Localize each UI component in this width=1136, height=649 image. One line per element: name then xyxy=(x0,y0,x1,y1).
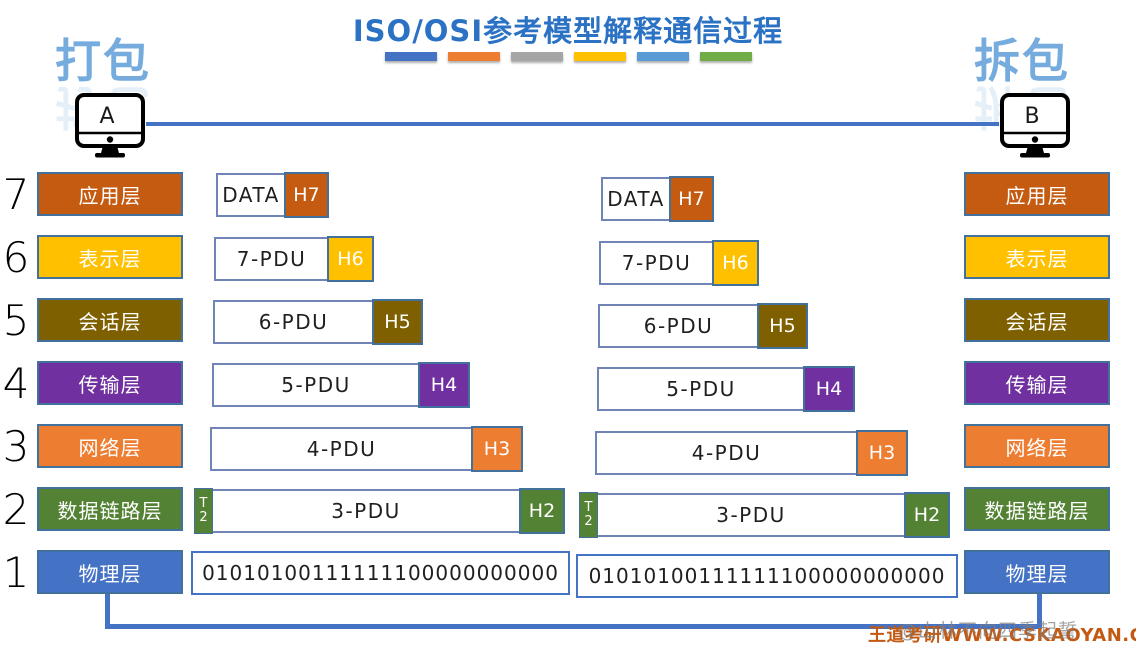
layer-number-2: 2 xyxy=(2,484,30,534)
pdu-right-4: 5-PDU H4 xyxy=(597,366,855,412)
pdu-payload: 5-PDU xyxy=(666,377,736,401)
monitor-icon xyxy=(1000,93,1070,158)
pdu-left-3: 4-PDU H3 xyxy=(210,426,523,472)
pdu-payload: 3-PDU xyxy=(331,499,401,523)
pdu-payload: DATA xyxy=(607,187,665,211)
host-b-label: B xyxy=(1024,104,1040,129)
pdu-header-h2: H2 xyxy=(519,488,565,534)
pdu-right-6: 7-PDU H6 xyxy=(599,240,759,286)
layer-left-application: 应用层 xyxy=(37,172,183,216)
layer-right-transport: 传输层 xyxy=(964,361,1110,405)
diagram-title: ISO/OSI参考模型解释通信过程 xyxy=(352,14,784,48)
layer-left-transport: 传输层 xyxy=(37,361,183,405)
pack-label: 打包 打包 xyxy=(55,38,151,134)
pdu-header-h6: H6 xyxy=(712,240,759,286)
layer-left-network: 网络层 xyxy=(37,424,183,468)
layer-right-network: 网络层 xyxy=(964,424,1110,468)
monitor-icon xyxy=(75,93,145,158)
accent-dash xyxy=(510,52,563,61)
pdu-header-h5: H5 xyxy=(757,303,808,349)
accent-dash xyxy=(447,52,500,61)
layer-left-session: 会话层 xyxy=(37,298,183,342)
watermark-overlay: @山林不向四季起誓 xyxy=(898,620,1079,642)
layer-right-session: 会话层 xyxy=(964,298,1110,342)
pdu-right-7: DATA H7 xyxy=(601,176,714,222)
pdu-payload: 6-PDU xyxy=(258,310,329,334)
pdu-left-4: 5-PDU H4 xyxy=(212,362,470,408)
layer-right-application: 应用层 xyxy=(964,172,1110,216)
layer-number-1: 1 xyxy=(2,547,30,597)
pdu-trailer-t2: T 2 xyxy=(194,488,213,534)
cable-right-drop xyxy=(1037,594,1042,629)
bitstream-text: 01010100111111100000000000 xyxy=(202,561,559,585)
pdu-payload: 4-PDU xyxy=(691,441,762,465)
layer-number-5: 5 xyxy=(2,295,30,345)
pdu-payload: 7-PDU xyxy=(236,247,307,271)
pdu-payload: 7-PDU xyxy=(621,251,692,275)
pdu-header-h7: H7 xyxy=(669,176,714,222)
layer-left-physical: 物理层 xyxy=(37,550,183,594)
pdu-right-3: 4-PDU H3 xyxy=(595,430,908,476)
layer-right-physical: 物理层 xyxy=(964,550,1110,594)
bitstream-text: 01010100111111100000000000 xyxy=(588,564,946,588)
cable-bottom-run xyxy=(105,624,1042,629)
pdu-left-1: 01010100111111100000000000 xyxy=(191,551,570,595)
pdu-payload: 4-PDU xyxy=(306,437,377,461)
computer-b: B xyxy=(999,92,1071,160)
accent-dash xyxy=(384,52,437,61)
accent-dash xyxy=(699,52,752,61)
pdu-right-5: 6-PDU H5 xyxy=(598,303,808,349)
accent-dash xyxy=(636,52,689,61)
pdu-left-2: 3-PDU H2 T 2 xyxy=(194,488,565,534)
layer-number-3: 3 xyxy=(2,421,30,471)
pdu-header-h7: H7 xyxy=(284,172,329,218)
pdu-header-h3: H3 xyxy=(856,430,908,476)
watermark-brand: 王道考研WWW.CSKAOYAN.COM xyxy=(868,625,1136,646)
computer-a: A xyxy=(74,92,146,160)
layer-number-4: 4 xyxy=(2,358,30,408)
pdu-header-h4: H4 xyxy=(803,366,855,412)
pdu-left-5: 6-PDU H5 xyxy=(213,299,423,345)
pdu-payload: 6-PDU xyxy=(643,314,714,338)
layer-number-7: 7 xyxy=(2,169,30,219)
pdu-header-h5: H5 xyxy=(372,299,423,345)
unpack-label-text: 拆包 xyxy=(974,34,1070,88)
pdu-header-h3: H3 xyxy=(471,426,523,472)
pdu-right-2: 3-PDU H2 T 2 xyxy=(579,492,950,538)
layer-left-datalink: 数据链路层 xyxy=(37,487,183,531)
accent-dash xyxy=(573,52,626,61)
pdu-payload: DATA xyxy=(222,183,280,207)
host-link-line xyxy=(146,122,999,126)
pdu-right-1: 01010100111111100000000000 xyxy=(576,554,958,598)
title-underline-dashes xyxy=(0,52,1136,61)
cable-left-drop xyxy=(105,594,110,629)
pdu-trailer-t2: T 2 xyxy=(579,492,598,538)
pdu-payload: 3-PDU xyxy=(716,503,786,527)
pdu-header-h4: H4 xyxy=(418,362,470,408)
pdu-left-7: DATA H7 xyxy=(216,172,329,218)
layer-left-presentation: 表示层 xyxy=(37,235,183,279)
pdu-header-h2: H2 xyxy=(904,492,950,538)
layer-right-presentation: 表示层 xyxy=(964,235,1110,279)
layer-number-6: 6 xyxy=(2,232,30,282)
pdu-left-6: 7-PDU H6 xyxy=(214,236,374,282)
pdu-header-h6: H6 xyxy=(327,236,374,282)
pack-label-text: 打包 xyxy=(55,34,151,88)
layer-right-datalink: 数据链路层 xyxy=(964,487,1110,531)
host-a-label: A xyxy=(99,104,115,129)
pdu-payload: 5-PDU xyxy=(281,373,351,397)
unpack-label: 拆包 拆包 xyxy=(974,38,1070,134)
